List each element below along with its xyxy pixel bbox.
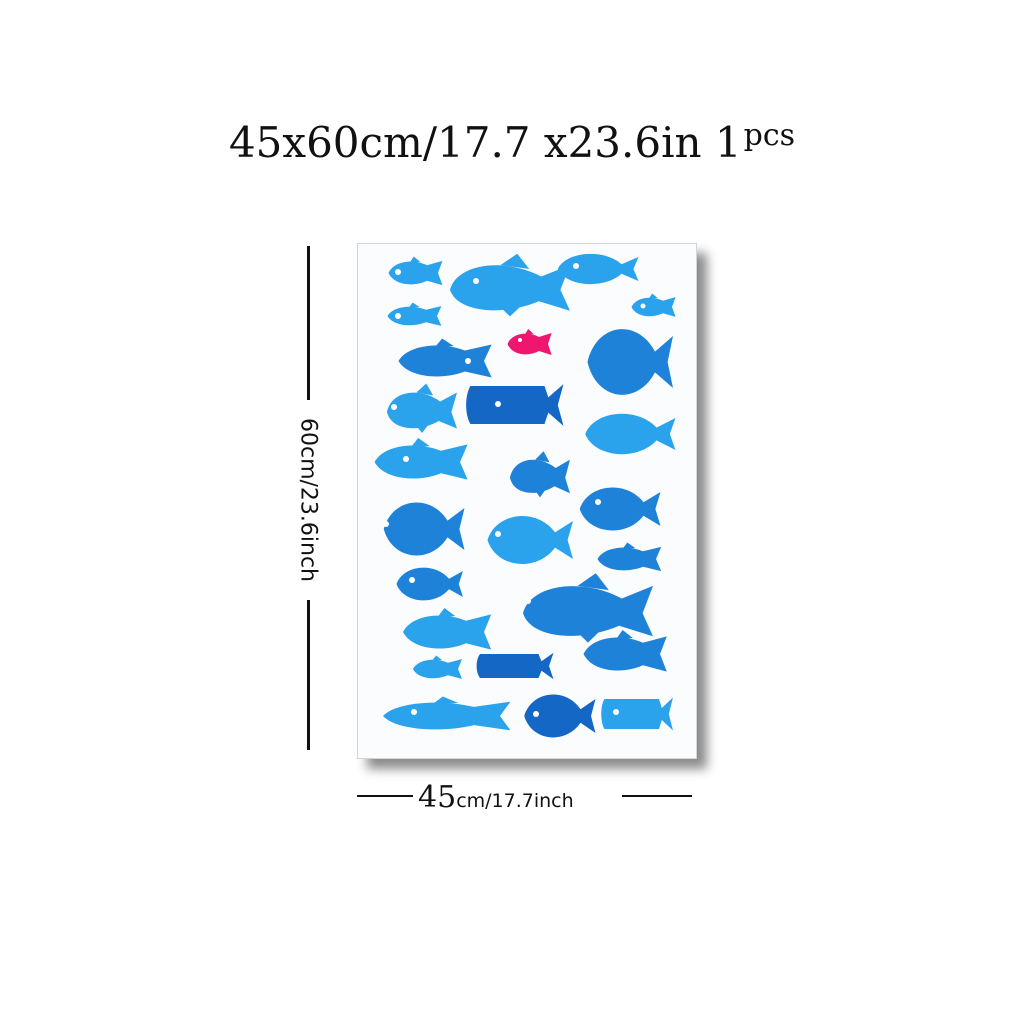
fish-eyes — [383, 263, 646, 717]
fish-illustration — [374, 253, 676, 738]
height-dimension-line-bottom — [307, 600, 310, 750]
height-dimension-line-top — [307, 246, 310, 400]
size-text: 45x60cm/17.7 x23.6in — [228, 118, 702, 167]
width-unit: cm/17.7inch — [456, 790, 574, 812]
quantity-number: 1 — [714, 118, 742, 167]
fish-poster-artwork — [357, 243, 697, 759]
width-dimension-line-right — [622, 795, 692, 797]
height-dimension-label: 60cm/23.6inch — [295, 417, 321, 583]
product-size-title: 45x60cm/17.7 x23.6in 1pcs — [0, 118, 1024, 167]
width-number: 45 — [418, 780, 457, 815]
pink-fish — [507, 329, 552, 355]
width-dimension-line-left — [357, 795, 413, 797]
quantity-unit: pcs — [743, 118, 796, 153]
width-dimension-label: 45cm/17.7inch — [418, 780, 574, 815]
